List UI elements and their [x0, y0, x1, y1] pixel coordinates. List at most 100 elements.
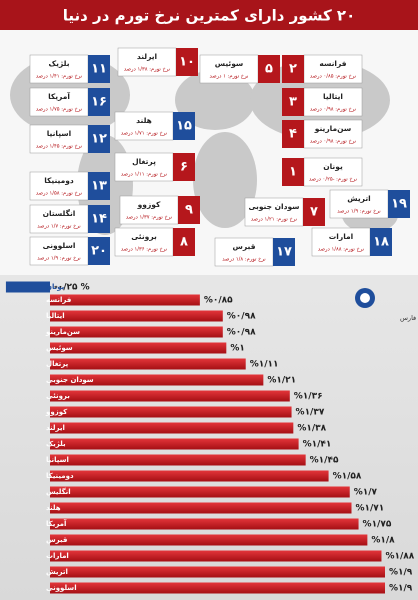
- bar: [50, 326, 223, 338]
- category-label: دومینیکا: [46, 472, 74, 480]
- rank-box: [88, 125, 110, 153]
- bar: [50, 566, 385, 578]
- category-label: هلند: [46, 504, 61, 512]
- box: [303, 54, 363, 84]
- rank: ۸: [180, 235, 188, 250]
- country-box: ۳ ایتالیا نرخ تورم: ۰/۹۸ درصد: [282, 87, 363, 117]
- value-label: %۱/۳۸: [297, 424, 326, 434]
- country-box: ۲ فرانسه نرخ تورم: ۰/۸۵ درصد: [282, 54, 363, 84]
- rank: ۱۳: [91, 179, 107, 194]
- rate: نرخ تورم: ۱/۳۶ درصد: [121, 247, 167, 253]
- value-label: %۱/۷: [354, 488, 378, 498]
- rate: نرخ تورم: ۰/۹۸ درصد: [310, 107, 356, 113]
- bar: [50, 486, 350, 498]
- box: [117, 47, 177, 77]
- country-name: سن‌مارینو: [314, 124, 351, 133]
- rate: نرخ تورم: ۱/۴۵ درصد: [36, 144, 82, 150]
- rate: نرخ تورم: ۱/۹ درصد: [37, 256, 80, 262]
- category-label: آمریکا: [46, 519, 67, 528]
- rank-box: [88, 55, 110, 83]
- rank: ۱۴: [91, 212, 107, 227]
- box: [311, 227, 371, 257]
- country-name: انگلستان: [43, 209, 76, 218]
- rank: ۱: [289, 165, 297, 180]
- rate: نرخ تورم: ۱/۷۵ درصد: [36, 107, 82, 113]
- country-box: ۱۳ دومینیکا نرخ تورم: ۱/۵۸ درصد: [29, 171, 110, 201]
- value-label: %۱/۹: [389, 568, 413, 578]
- rank: ۷: [310, 205, 318, 220]
- rate: نرخ تورم: ۱/۵۸ درصد: [36, 191, 82, 197]
- country-box: ۱ یونان نرخ تورم: -۰/۲۵ درصد: [282, 157, 363, 187]
- category-label: انگلیس: [46, 487, 71, 496]
- rank-box: [273, 238, 295, 266]
- box: [29, 236, 89, 266]
- rank: ۱۵: [176, 119, 192, 134]
- bar: [50, 422, 294, 434]
- box: [199, 54, 259, 84]
- bar: [50, 310, 223, 322]
- country-name: هلند: [136, 116, 152, 125]
- box: [329, 189, 389, 219]
- country-name: اسپانیا: [47, 129, 72, 138]
- country-box: ۱۷ قبرس نرخ تورم: ۱/۸ درصد: [214, 237, 295, 267]
- country-box: ۵ سوئیس نرخ تورم: ۱ درصد: [199, 54, 280, 84]
- rank: ۱۷: [276, 245, 292, 260]
- box: [244, 197, 304, 227]
- rank-box: [176, 48, 198, 76]
- rank: ۶: [180, 160, 188, 175]
- value-label: %۱/۹: [389, 584, 413, 594]
- bar: [50, 406, 292, 418]
- category-label: امارات: [46, 552, 69, 560]
- category-label: اسپانیا: [46, 456, 69, 464]
- country-name: اتریش: [347, 194, 370, 203]
- rank-box: [258, 55, 280, 83]
- country-name: ایتالیا: [323, 92, 343, 101]
- rank-box: [282, 120, 304, 148]
- bar: [50, 342, 227, 354]
- country-name: کوزوو: [137, 200, 161, 209]
- country-box: ۱۹ اتریش نرخ تورم: ۱/۹ درصد: [329, 189, 410, 219]
- rank-box: [303, 198, 325, 226]
- category-label: اتریش: [46, 568, 68, 576]
- category-label: سودان جنوبی: [46, 376, 94, 384]
- category-label: یونان: [46, 283, 65, 291]
- value-label: %۱/۲۱: [267, 376, 296, 386]
- rate: نرخ تورم: ۱/۸ درصد: [222, 257, 265, 263]
- bar: [50, 358, 246, 370]
- country-name: برونئی: [131, 232, 157, 241]
- value-label: %۱/۴۵: [310, 456, 339, 466]
- bar: [50, 374, 264, 386]
- country-name: دومینیکا: [44, 176, 74, 185]
- rank: ۱۹: [391, 197, 407, 212]
- category-label: برونئی: [46, 392, 70, 400]
- logo-text: داده‌کاوی اقتصاد خبرگزاری فارس: [400, 314, 418, 322]
- rank: ۱۸: [373, 235, 389, 250]
- rate: نرخ تورم: ۱/۲۱ درصد: [251, 217, 297, 223]
- rank-box: [178, 196, 200, 224]
- title-bar: [0, 0, 418, 30]
- category-label: پرتغال: [46, 360, 69, 368]
- country-box: ۱۲ اسپانیا نرخ تورم: ۱/۴۵ درصد: [29, 124, 110, 154]
- rank-box: [282, 158, 304, 186]
- bar: [50, 438, 299, 450]
- rank: ۹: [185, 203, 193, 218]
- box: [114, 111, 174, 141]
- rank-box: [282, 88, 304, 116]
- category-label: قبرس: [46, 536, 68, 544]
- bar: [50, 550, 382, 562]
- logo-mark: [360, 293, 370, 303]
- rank: ۳: [289, 95, 297, 110]
- value-label: %۱/۴۱: [303, 440, 332, 450]
- rate: نرخ تورم: -۰/۲۵ درصد: [309, 177, 357, 183]
- country-name: اسلوونی: [43, 241, 76, 250]
- rank-box: [173, 112, 195, 140]
- rank-box: [88, 88, 110, 116]
- bar: [50, 294, 200, 306]
- category-label: کوزوو: [45, 408, 68, 416]
- country-name: بلژیک: [48, 59, 69, 68]
- rank-box: [173, 228, 195, 256]
- country-box: ۱۴ انگلستان نرخ تورم: ۱/۷ درصد: [29, 204, 110, 234]
- rate: نرخ تورم: ۱/۴۱ درصد: [36, 74, 82, 80]
- box: [29, 204, 89, 234]
